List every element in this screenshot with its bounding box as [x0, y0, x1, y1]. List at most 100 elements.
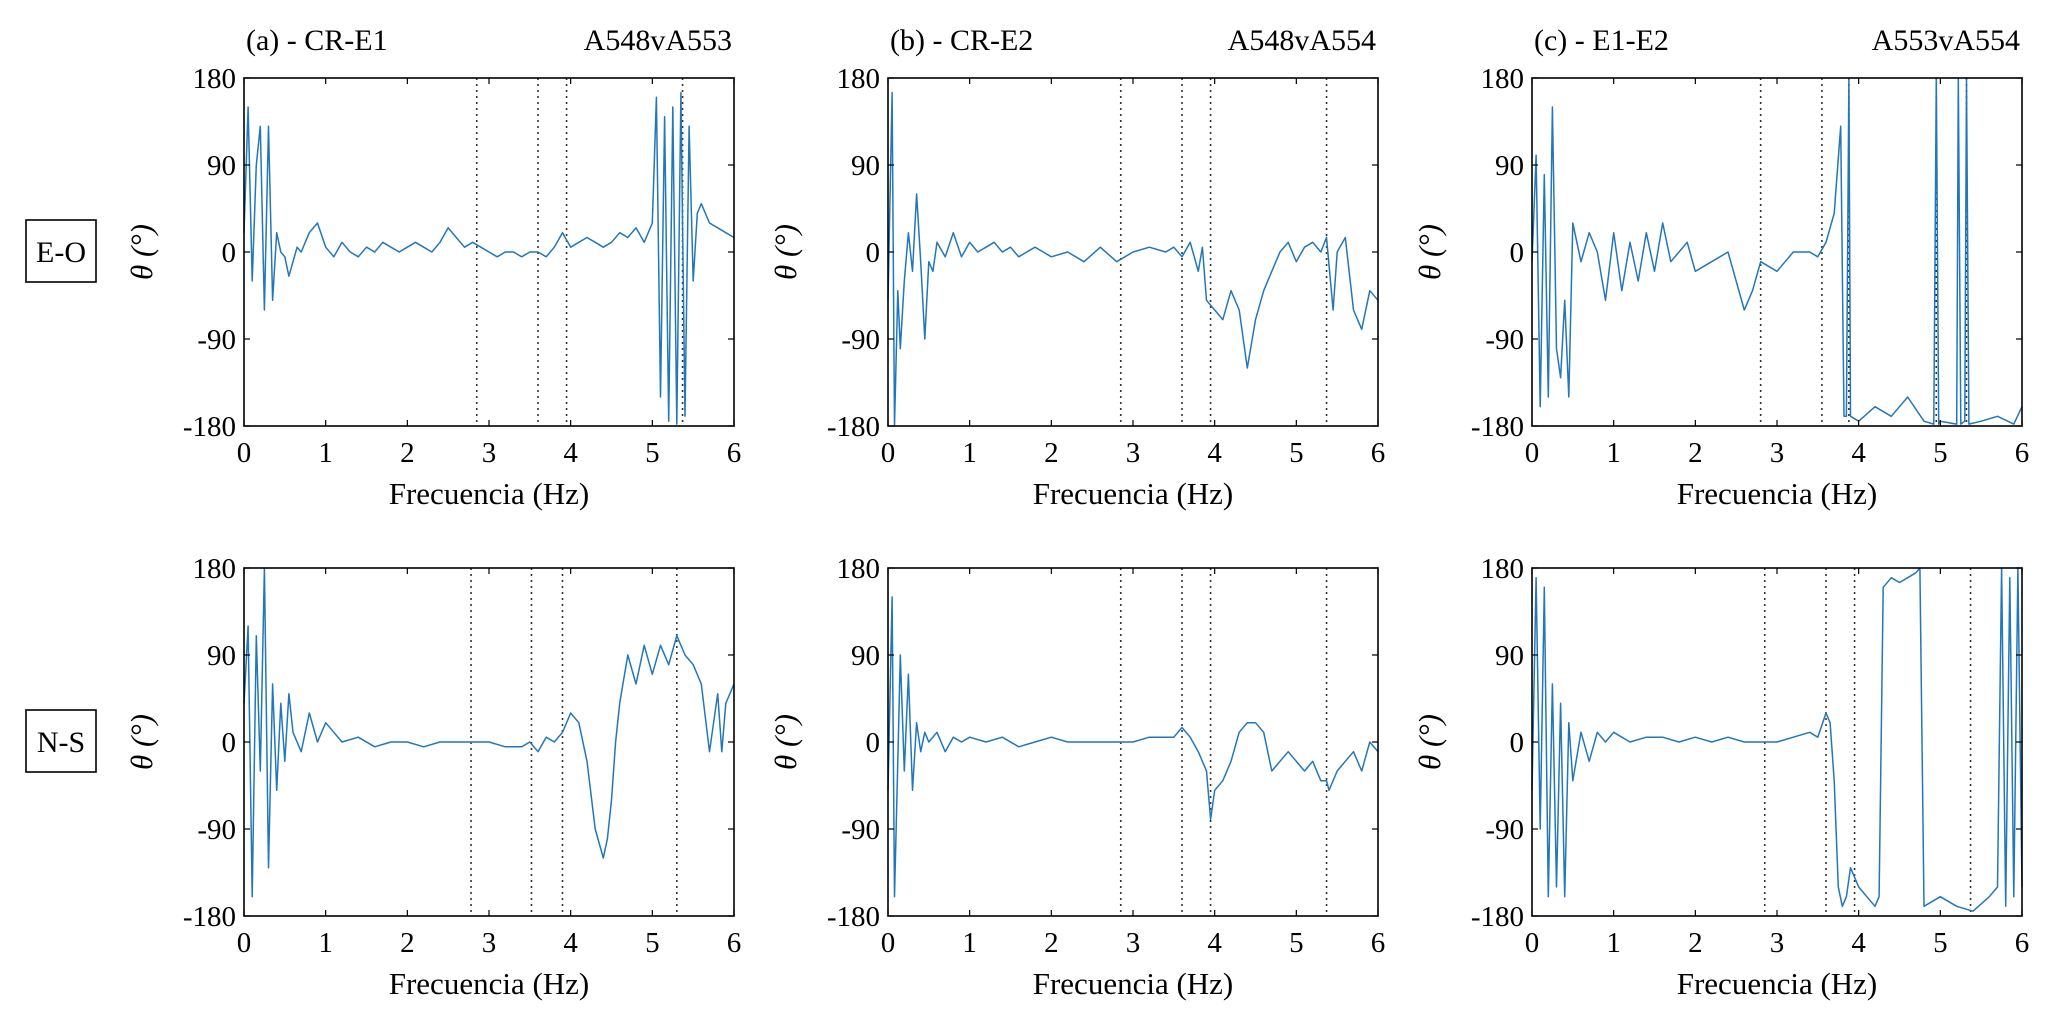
x-tick-label: 2	[400, 437, 415, 469]
phase-series-line	[243, 91, 735, 425]
y-tick-label: 90	[1495, 150, 1524, 182]
row-label-box	[25, 709, 97, 773]
y-tick-label: 90	[207, 640, 236, 672]
y-tick-label: 180	[193, 63, 237, 95]
x-tick-label: 3	[482, 927, 497, 959]
x-tick-label: 4	[1851, 927, 1866, 959]
row-label: E-O	[36, 236, 86, 269]
x-tick-label: 2	[1044, 927, 1059, 959]
y-tick-label: 180	[837, 63, 881, 95]
phase-series-line	[887, 91, 1379, 427]
y-tick-label: 180	[1481, 553, 1525, 585]
y-tick-label: -90	[197, 814, 236, 846]
x-axis-label: Frecuencia (Hz)	[1677, 966, 1878, 1001]
y-tick-label: -90	[841, 324, 880, 356]
panel-title-right: A553vA554	[1872, 24, 2020, 57]
y-axis-label: θ (°)	[768, 714, 803, 770]
y-tick-label: 0	[222, 727, 237, 759]
x-tick-label: 6	[727, 437, 742, 469]
y-tick-label: -180	[183, 901, 236, 933]
y-tick-label: 0	[866, 237, 881, 269]
y-tick-label: 180	[1481, 63, 1525, 95]
y-tick-label: -90	[1485, 324, 1524, 356]
y-tick-label: 0	[866, 727, 881, 759]
x-tick-label: 1	[318, 927, 333, 959]
y-tick-label: 0	[222, 237, 237, 269]
phase-series-line	[243, 567, 735, 898]
x-axis-label: Frecuencia (Hz)	[389, 966, 590, 1001]
x-tick-label: 0	[881, 927, 896, 959]
x-axis-label: Frecuencia (Hz)	[1033, 966, 1234, 1001]
x-tick-label: 3	[1770, 927, 1785, 959]
panel-title-right: A548vA554	[1228, 24, 1376, 57]
y-tick-label: 90	[851, 150, 880, 182]
y-tick-label: 90	[1495, 640, 1524, 672]
panel-title-left: (a) - CR-E1	[246, 24, 388, 57]
y-tick-label: 90	[207, 150, 236, 182]
x-tick-label: 1	[1606, 927, 1621, 959]
x-tick-label: 5	[1289, 927, 1304, 959]
x-tick-label: 1	[318, 437, 333, 469]
x-tick-label: 0	[237, 927, 252, 959]
x-tick-label: 2	[1044, 437, 1059, 469]
y-axis-label: θ (°)	[1412, 224, 1447, 280]
y-tick-label: 180	[837, 553, 881, 585]
x-tick-label: 5	[1933, 437, 1948, 469]
x-tick-label: 1	[962, 927, 977, 959]
y-axis-label: θ (°)	[124, 224, 159, 280]
y-tick-label: -180	[183, 411, 236, 443]
x-tick-label: 4	[1851, 437, 1866, 469]
x-tick-label: 2	[1688, 437, 1703, 469]
y-axis-label: θ (°)	[768, 224, 803, 280]
row-label: N-S	[37, 726, 85, 759]
y-tick-label: -180	[827, 901, 880, 933]
x-tick-label: 5	[645, 927, 660, 959]
x-axis-label: Frecuencia (Hz)	[389, 476, 590, 511]
y-axis-label: θ (°)	[1412, 714, 1447, 770]
x-tick-label: 0	[1525, 437, 1540, 469]
x-tick-label: 3	[1126, 927, 1141, 959]
x-tick-label: 0	[237, 437, 252, 469]
x-tick-label: 2	[400, 927, 415, 959]
x-tick-label: 4	[563, 437, 578, 469]
x-tick-label: 3	[1770, 437, 1785, 469]
x-tick-label: 5	[645, 437, 660, 469]
x-tick-label: 4	[563, 927, 578, 959]
x-tick-label: 1	[962, 437, 977, 469]
phase-series-line	[1531, 77, 2023, 425]
x-tick-label: 6	[2015, 437, 2030, 469]
y-tick-label: -180	[827, 411, 880, 443]
x-tick-label: 1	[1606, 437, 1621, 469]
x-tick-label: 2	[1688, 927, 1703, 959]
x-tick-label: 5	[1933, 927, 1948, 959]
x-tick-label: 6	[1371, 437, 1386, 469]
y-tick-label: -90	[197, 324, 236, 356]
y-tick-label: 90	[851, 640, 880, 672]
plot-frame	[1531, 77, 2023, 427]
panel-title-right: A548vA553	[584, 24, 732, 57]
y-tick-label: -180	[1471, 411, 1524, 443]
y-tick-label: 0	[1510, 727, 1525, 759]
y-tick-label: 0	[1510, 237, 1525, 269]
x-tick-label: 0	[881, 437, 896, 469]
y-tick-label: 180	[193, 553, 237, 585]
panel-title-left: (c) - E1-E2	[1534, 24, 1669, 57]
row-label-box	[25, 219, 97, 283]
x-tick-label: 3	[482, 437, 497, 469]
x-tick-label: 0	[1525, 927, 1540, 959]
y-axis-label: θ (°)	[124, 714, 159, 770]
x-tick-label: 6	[1371, 927, 1386, 959]
x-tick-label: 5	[1289, 437, 1304, 469]
y-tick-label: -90	[1485, 814, 1524, 846]
x-axis-label: Frecuencia (Hz)	[1677, 476, 1878, 511]
y-tick-label: -180	[1471, 901, 1524, 933]
x-axis-label: Frecuencia (Hz)	[1033, 476, 1234, 511]
y-tick-label: -90	[841, 814, 880, 846]
phase-series-line	[887, 596, 1379, 898]
panel-title-left: (b) - CR-E2	[890, 24, 1033, 57]
x-tick-label: 6	[2015, 927, 2030, 959]
phase-series-line	[1531, 567, 2023, 912]
x-tick-label: 3	[1126, 437, 1141, 469]
x-tick-label: 6	[727, 927, 742, 959]
